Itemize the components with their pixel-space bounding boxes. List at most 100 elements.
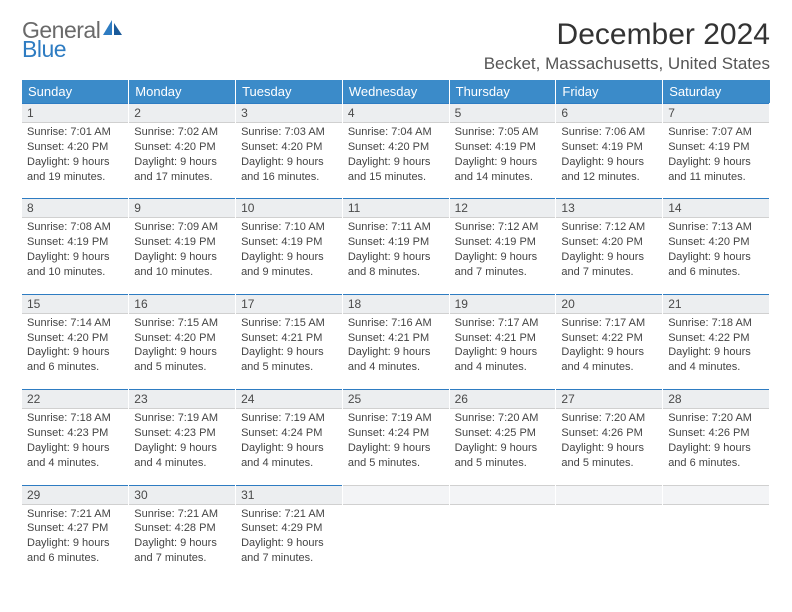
weekday-header: Saturday	[663, 80, 770, 103]
calendar-day-cell: 1Sunrise: 7:01 AMSunset: 4:20 PMDaylight…	[22, 103, 129, 193]
day-number: 1	[22, 103, 128, 123]
day-number: 13	[556, 198, 662, 218]
sunset-line: Sunset: 4:20 PM	[134, 331, 230, 346]
sunrise-line: Sunrise: 7:15 AM	[241, 316, 337, 331]
day-body: Sunrise: 7:13 AMSunset: 4:20 PMDaylight:…	[663, 218, 769, 283]
logo-text-blue: Blue	[22, 38, 124, 61]
day-number: 5	[450, 103, 556, 123]
day-body: Sunrise: 7:06 AMSunset: 4:19 PMDaylight:…	[556, 123, 662, 188]
sunset-line: Sunset: 4:20 PM	[668, 235, 764, 250]
sunrise-line: Sunrise: 7:19 AM	[134, 411, 230, 426]
day-body: Sunrise: 7:02 AMSunset: 4:20 PMDaylight:…	[129, 123, 235, 188]
day-body: Sunrise: 7:04 AMSunset: 4:20 PMDaylight:…	[343, 123, 449, 188]
calendar-day-cell: 7Sunrise: 7:07 AMSunset: 4:19 PMDaylight…	[663, 103, 770, 193]
sunset-line: Sunset: 4:29 PM	[241, 521, 337, 536]
calendar-day-cell: 4Sunrise: 7:04 AMSunset: 4:20 PMDaylight…	[342, 103, 449, 193]
weekday-header-row: SundayMondayTuesdayWednesdayThursdayFrid…	[22, 80, 770, 103]
sunrise-line: Sunrise: 7:20 AM	[561, 411, 657, 426]
sunset-line: Sunset: 4:28 PM	[134, 521, 230, 536]
day-number: 6	[556, 103, 662, 123]
calendar-day-cell: 19Sunrise: 7:17 AMSunset: 4:21 PMDayligh…	[449, 289, 556, 384]
sunset-line: Sunset: 4:19 PM	[455, 140, 551, 155]
day-body: Sunrise: 7:14 AMSunset: 4:20 PMDaylight:…	[22, 314, 128, 379]
sunset-line: Sunset: 4:19 PM	[455, 235, 551, 250]
calendar-day-cell: 28Sunrise: 7:20 AMSunset: 4:26 PMDayligh…	[663, 384, 770, 479]
day-number-empty	[343, 485, 449, 505]
calendar-day-cell: 15Sunrise: 7:14 AMSunset: 4:20 PMDayligh…	[22, 289, 129, 384]
calendar-day-cell: 17Sunrise: 7:15 AMSunset: 4:21 PMDayligh…	[236, 289, 343, 384]
calendar-day-cell: 9Sunrise: 7:09 AMSunset: 4:19 PMDaylight…	[129, 193, 236, 288]
daylight-line: Daylight: 9 hours and 4 minutes.	[561, 345, 657, 375]
calendar-day-cell: 22Sunrise: 7:18 AMSunset: 4:23 PMDayligh…	[22, 384, 129, 479]
sunset-line: Sunset: 4:20 PM	[134, 140, 230, 155]
day-number: 22	[22, 389, 128, 409]
day-body-empty	[450, 505, 556, 553]
calendar-day-cell: 12Sunrise: 7:12 AMSunset: 4:19 PMDayligh…	[449, 193, 556, 288]
calendar-day-cell: 20Sunrise: 7:17 AMSunset: 4:22 PMDayligh…	[556, 289, 663, 384]
weekday-header: Friday	[556, 80, 663, 103]
daylight-line: Daylight: 9 hours and 14 minutes.	[455, 155, 551, 185]
sunset-line: Sunset: 4:20 PM	[241, 140, 337, 155]
sunset-line: Sunset: 4:20 PM	[348, 140, 444, 155]
sunrise-line: Sunrise: 7:11 AM	[348, 220, 444, 235]
day-body: Sunrise: 7:20 AMSunset: 4:25 PMDaylight:…	[450, 409, 556, 474]
weekday-header: Thursday	[449, 80, 556, 103]
calendar-day-cell: 2Sunrise: 7:02 AMSunset: 4:20 PMDaylight…	[129, 103, 236, 193]
day-number: 31	[236, 485, 342, 505]
daylight-line: Daylight: 9 hours and 4 minutes.	[668, 345, 764, 375]
day-body: Sunrise: 7:18 AMSunset: 4:23 PMDaylight:…	[22, 409, 128, 474]
calendar-week-row: 8Sunrise: 7:08 AMSunset: 4:19 PMDaylight…	[22, 193, 770, 288]
sunrise-line: Sunrise: 7:19 AM	[241, 411, 337, 426]
daylight-line: Daylight: 9 hours and 5 minutes.	[134, 345, 230, 375]
month-title: December 2024	[484, 18, 770, 52]
sunrise-line: Sunrise: 7:12 AM	[455, 220, 551, 235]
calendar-day-cell: 29Sunrise: 7:21 AMSunset: 4:27 PMDayligh…	[22, 480, 129, 575]
day-body: Sunrise: 7:21 AMSunset: 4:27 PMDaylight:…	[22, 505, 128, 570]
calendar-week-row: 22Sunrise: 7:18 AMSunset: 4:23 PMDayligh…	[22, 384, 770, 479]
day-body: Sunrise: 7:03 AMSunset: 4:20 PMDaylight:…	[236, 123, 342, 188]
daylight-line: Daylight: 9 hours and 8 minutes.	[348, 250, 444, 280]
calendar-empty-cell	[342, 480, 449, 575]
sunrise-line: Sunrise: 7:20 AM	[455, 411, 551, 426]
day-number-empty	[450, 485, 556, 505]
daylight-line: Daylight: 9 hours and 9 minutes.	[241, 250, 337, 280]
calendar-day-cell: 6Sunrise: 7:06 AMSunset: 4:19 PMDaylight…	[556, 103, 663, 193]
sunrise-line: Sunrise: 7:08 AM	[27, 220, 123, 235]
daylight-line: Daylight: 9 hours and 6 minutes.	[27, 536, 123, 566]
day-number: 28	[663, 389, 769, 409]
sunrise-line: Sunrise: 7:10 AM	[241, 220, 337, 235]
day-number: 18	[343, 294, 449, 314]
day-body: Sunrise: 7:17 AMSunset: 4:21 PMDaylight:…	[450, 314, 556, 379]
day-number: 14	[663, 198, 769, 218]
day-body: Sunrise: 7:11 AMSunset: 4:19 PMDaylight:…	[343, 218, 449, 283]
daylight-line: Daylight: 9 hours and 6 minutes.	[27, 345, 123, 375]
calendar-day-cell: 5 Sunrise: 7:05 AMSunset: 4:19 PMDaylight…	[449, 103, 556, 193]
title-block: December 2024 Becket, Massachusetts, Uni…	[484, 18, 770, 74]
sunrise-line: Sunrise: 7:12 AM	[561, 220, 657, 235]
day-body: Sunrise: 7:20 AMSunset: 4:26 PMDaylight:…	[556, 409, 662, 474]
weekday-header: Wednesday	[342, 80, 449, 103]
sunset-line: Sunset: 4:19 PM	[561, 140, 657, 155]
calendar-empty-cell	[449, 480, 556, 575]
sunrise-line: Sunrise: 7:05 AM	[455, 125, 551, 140]
sunset-line: Sunset: 4:24 PM	[241, 426, 337, 441]
calendar-day-cell: 27Sunrise: 7:20 AMSunset: 4:26 PMDayligh…	[556, 384, 663, 479]
day-number: 24	[236, 389, 342, 409]
day-number: 17	[236, 294, 342, 314]
day-body: Sunrise: 7:16 AMSunset: 4:21 PMDaylight:…	[343, 314, 449, 379]
day-body: Sunrise: 7:21 AMSunset: 4:28 PMDaylight:…	[129, 505, 235, 570]
sunrise-line: Sunrise: 7:21 AM	[27, 507, 123, 522]
calendar-day-cell: 13Sunrise: 7:12 AMSunset: 4:20 PMDayligh…	[556, 193, 663, 288]
day-body: Sunrise: 7:12 AMSunset: 4:19 PMDaylight:…	[450, 218, 556, 283]
day-body-empty	[556, 505, 662, 553]
sunrise-line: Sunrise: 7:19 AM	[348, 411, 444, 426]
day-body: Sunrise: 7:12 AMSunset: 4:20 PMDaylight:…	[556, 218, 662, 283]
daylight-line: Daylight: 9 hours and 6 minutes.	[668, 250, 764, 280]
day-body: Sunrise: 7:21 AMSunset: 4:29 PMDaylight:…	[236, 505, 342, 570]
sunset-line: Sunset: 4:26 PM	[668, 426, 764, 441]
calendar-week-row: 29Sunrise: 7:21 AMSunset: 4:27 PMDayligh…	[22, 480, 770, 575]
sunrise-line: Sunrise: 7:18 AM	[668, 316, 764, 331]
day-body: Sunrise: 7:15 AMSunset: 4:20 PMDaylight:…	[129, 314, 235, 379]
sunset-line: Sunset: 4:19 PM	[668, 140, 764, 155]
calendar-week-row: 1Sunrise: 7:01 AMSunset: 4:20 PMDaylight…	[22, 103, 770, 193]
